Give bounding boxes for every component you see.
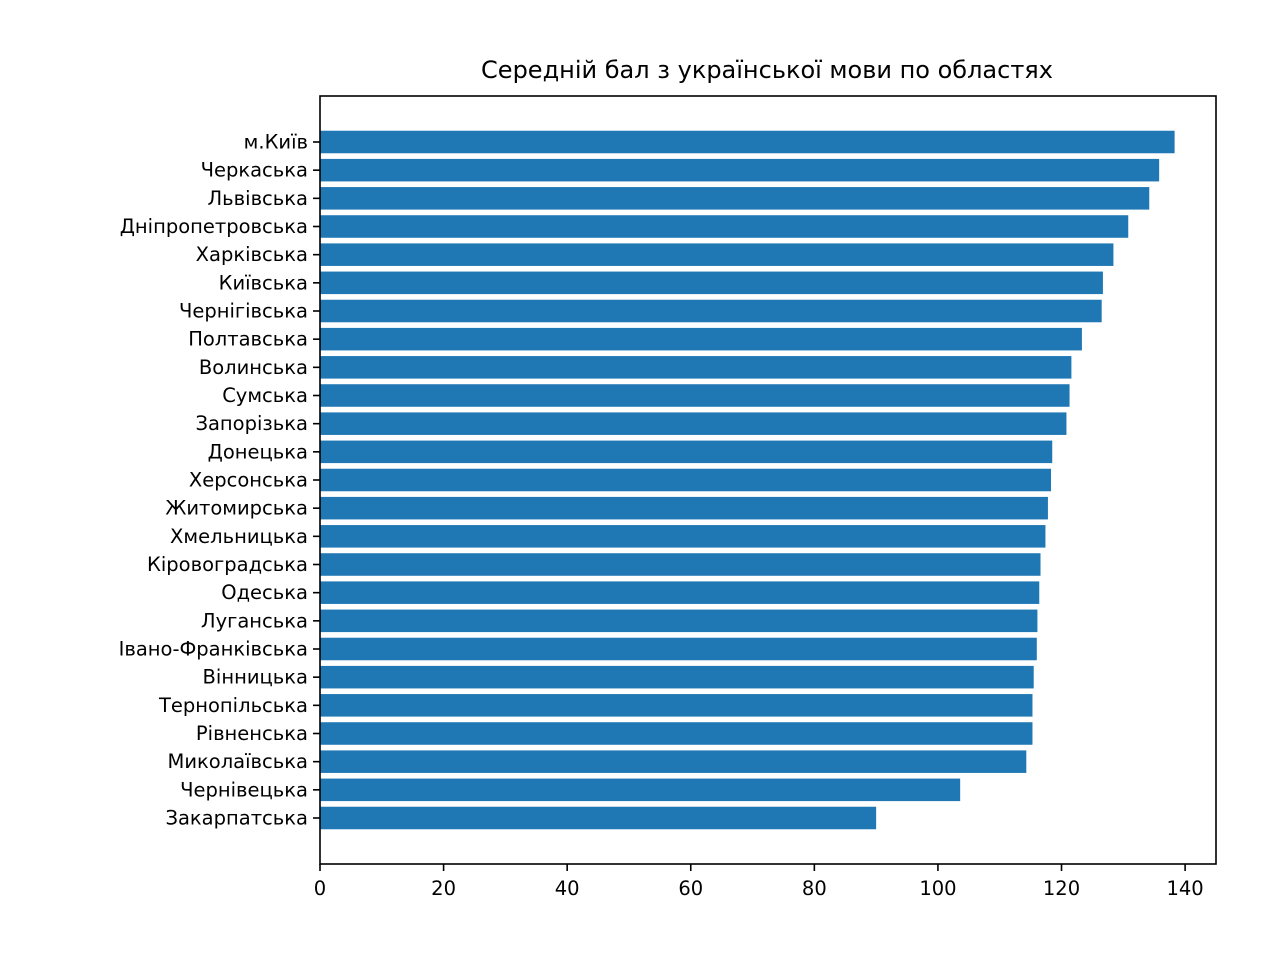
y-tick-label-11: Донецька xyxy=(208,440,308,463)
y-tick-label-6: Чернігівська xyxy=(179,300,308,323)
bar-23 xyxy=(320,778,961,802)
y-tick-label-13: Житомирська xyxy=(165,497,308,520)
bar-14 xyxy=(320,525,1046,548)
bar-5 xyxy=(320,271,1103,295)
plot-frame xyxy=(319,95,1217,865)
y-tick-label-4: Харківська xyxy=(196,243,308,266)
bar-8 xyxy=(320,356,1072,379)
bar-0 xyxy=(320,130,1175,154)
bar-24 xyxy=(320,806,877,830)
bar-6 xyxy=(320,299,1102,323)
bar-22 xyxy=(320,750,1027,773)
y-tick-label-10: Запорізька xyxy=(195,412,308,435)
y-tick-label-9: Сумська xyxy=(222,384,308,407)
x-tick-label-3: 60 xyxy=(678,877,703,900)
y-tick-label-23: Чернівецька xyxy=(180,778,308,801)
bar-9 xyxy=(320,384,1070,407)
y-tick-label-20: Тернопільська xyxy=(158,694,308,717)
bar-10 xyxy=(320,412,1067,435)
y-tick-label-12: Херсонська xyxy=(189,469,308,492)
y-tick-label-21: Рівненська xyxy=(196,722,308,745)
bar-11 xyxy=(320,440,1053,464)
bar-18 xyxy=(320,637,1037,661)
x-tick-label-0: 0 xyxy=(314,877,326,900)
bar-16 xyxy=(320,581,1040,604)
bars-group xyxy=(320,130,1175,830)
y-tick-label-8: Волинська xyxy=(199,356,308,379)
x-tick-label-5: 100 xyxy=(919,877,956,900)
x-tick-label-1: 20 xyxy=(431,877,456,900)
y-tick-label-18: Івано-Франківська xyxy=(119,638,308,661)
y-tick-label-0: м.Київ xyxy=(244,131,308,154)
y-tick-label-14: Хмельницька xyxy=(170,525,308,548)
bar-15 xyxy=(320,553,1041,576)
y-tick-label-24: Закарпатська xyxy=(165,807,308,830)
y-tick-label-1: Черкаська xyxy=(201,159,308,182)
y-tick-label-17: Луганська xyxy=(201,609,308,632)
y-tick-label-7: Полтавська xyxy=(188,328,308,351)
y-tick-label-16: Одеська xyxy=(221,581,308,604)
bar-17 xyxy=(320,609,1038,633)
bar-3 xyxy=(320,215,1129,238)
x-tick-label-6: 120 xyxy=(1043,877,1080,900)
bar-12 xyxy=(320,468,1052,492)
bar-13 xyxy=(320,496,1048,520)
x-tick-label-2: 40 xyxy=(555,877,580,900)
y-tick-label-15: Кіровоградська xyxy=(147,553,308,576)
y-axis-labels: м.Київ Черкаська Львівська Дніпропетровська… xyxy=(119,131,320,830)
chart-title: Середній бал з української мови по облас… xyxy=(481,56,1053,84)
x-tick-label-7: 140 xyxy=(1166,877,1203,900)
y-tick-label-19: Вінницька xyxy=(203,666,308,689)
bar-1 xyxy=(320,158,1160,182)
y-tick-label-3: Дніпропетровська xyxy=(120,215,308,238)
bar-21 xyxy=(320,722,1033,745)
y-tick-label-2: Львівська xyxy=(208,187,309,210)
bar-20 xyxy=(320,694,1033,717)
bar-4 xyxy=(320,243,1114,266)
bar-2 xyxy=(320,187,1150,210)
x-tick-label-4: 80 xyxy=(802,877,827,900)
y-tick-label-22: Миколаївська xyxy=(168,750,308,773)
y-tick-label-5: Київська xyxy=(219,271,308,294)
bar-7 xyxy=(320,327,1082,351)
x-axis: 0 20 40 60 80 100 120 140 xyxy=(314,864,1204,900)
bar-19 xyxy=(320,665,1034,689)
